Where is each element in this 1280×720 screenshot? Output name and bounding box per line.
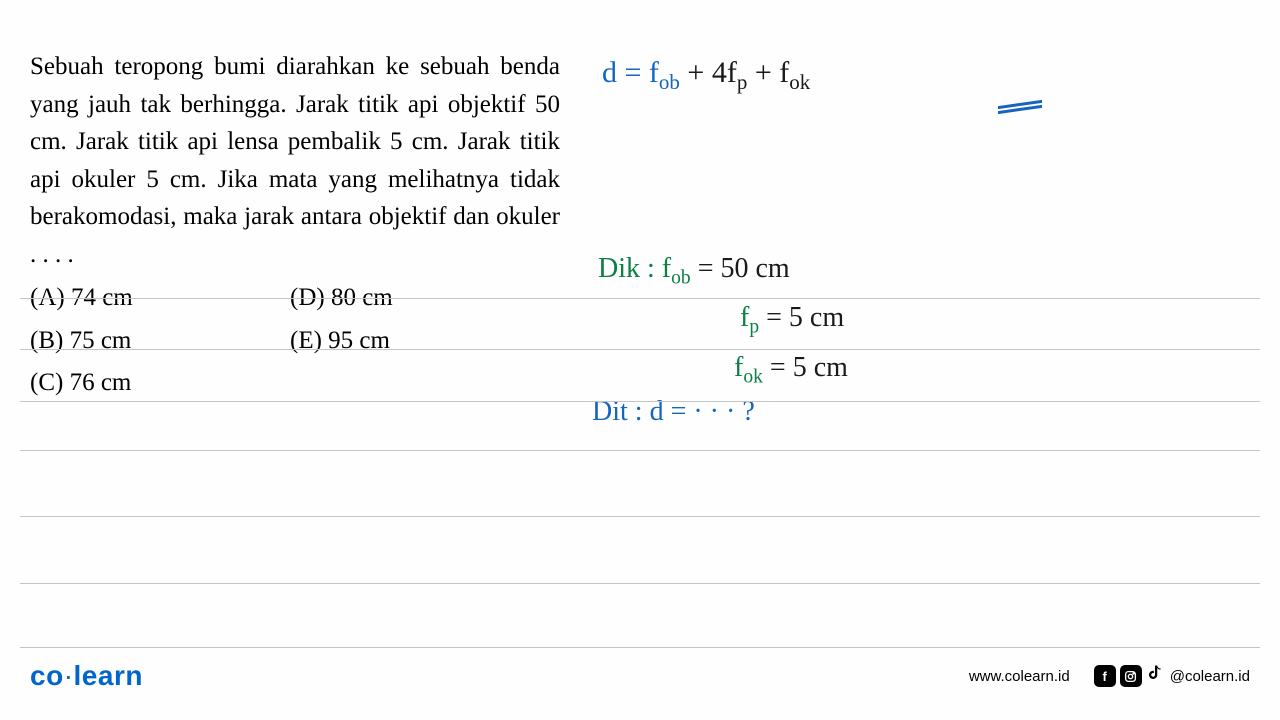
fp-value: = 5 cm — [759, 302, 844, 333]
fok-f: f — [734, 352, 743, 383]
ruled-line — [20, 298, 1260, 299]
option-e: (E) 95 cm — [290, 320, 390, 363]
fok-line: fok = 5 cm — [734, 352, 848, 389]
option-c: (C) 76 cm — [30, 362, 290, 405]
instagram-icon — [1120, 665, 1142, 687]
dik-label: Dik : — [598, 253, 662, 284]
facebook-icon: f — [1094, 665, 1116, 687]
fp-line: fp = 5 cm — [740, 302, 844, 339]
social-handle: @colearn.id — [1170, 668, 1250, 685]
website-url: www.colearn.id — [969, 668, 1070, 685]
options-row-2: (B) 75 cm (E) 95 cm — [30, 320, 560, 363]
fok-value: = 5 cm — [763, 352, 848, 383]
formula-plus-4fp: + 4f — [680, 56, 737, 89]
handwriting-area: d = fob + 4fp + fok Dik : fob = 50 cm fp… — [580, 48, 1250, 405]
formula-plus-fok: + f — [747, 56, 789, 89]
fp-f: f — [740, 302, 749, 333]
fp-sub: p — [749, 317, 759, 338]
ruled-line — [20, 583, 1260, 584]
question-block: Sebuah teropong bumi diarahkan ke sebuah… — [30, 48, 560, 405]
tiktok-icon — [1146, 663, 1166, 689]
formula-equation: d = fob + 4fp + fok — [602, 56, 810, 95]
formula-sub-p: p — [737, 70, 748, 94]
dik-line: Dik : fob = 50 cm — [598, 253, 790, 290]
content-area: Sebuah teropong bumi diarahkan ke sebuah… — [0, 0, 1280, 405]
footer: co·learn www.colearn.id f @colearn.id — [0, 660, 1280, 692]
logo-co: co — [30, 660, 64, 691]
dik-fob-f: f — [662, 253, 671, 284]
formula-d-prefix: d = f — [602, 56, 659, 89]
options-list: (A) 74 cm (D) 80 cm (B) 75 cm (E) 95 cm … — [30, 277, 560, 405]
options-row-3: (C) 76 cm — [30, 362, 560, 405]
question-text: Sebuah teropong bumi diarahkan ke sebuah… — [30, 48, 560, 273]
footer-right: www.colearn.id f @colearn.id — [969, 663, 1250, 689]
underline-mark-icon — [998, 100, 1042, 114]
dik-fob-sub: ob — [671, 268, 691, 289]
ruled-line — [20, 647, 1260, 648]
logo: co·learn — [30, 660, 143, 692]
logo-learn: learn — [74, 660, 143, 691]
ruled-line — [20, 349, 1260, 350]
logo-dot: · — [64, 660, 74, 691]
formula-sub-ob: ob — [659, 70, 680, 94]
fok-sub: ok — [743, 367, 763, 388]
ruled-line — [20, 516, 1260, 517]
ruled-line — [20, 450, 1260, 451]
ruled-line — [20, 401, 1260, 402]
social-handles: f @colearn.id — [1094, 663, 1250, 689]
dik-fob-value: = 50 cm — [691, 253, 790, 284]
option-b: (B) 75 cm — [30, 320, 290, 363]
formula-sub-ok: ok — [789, 70, 810, 94]
